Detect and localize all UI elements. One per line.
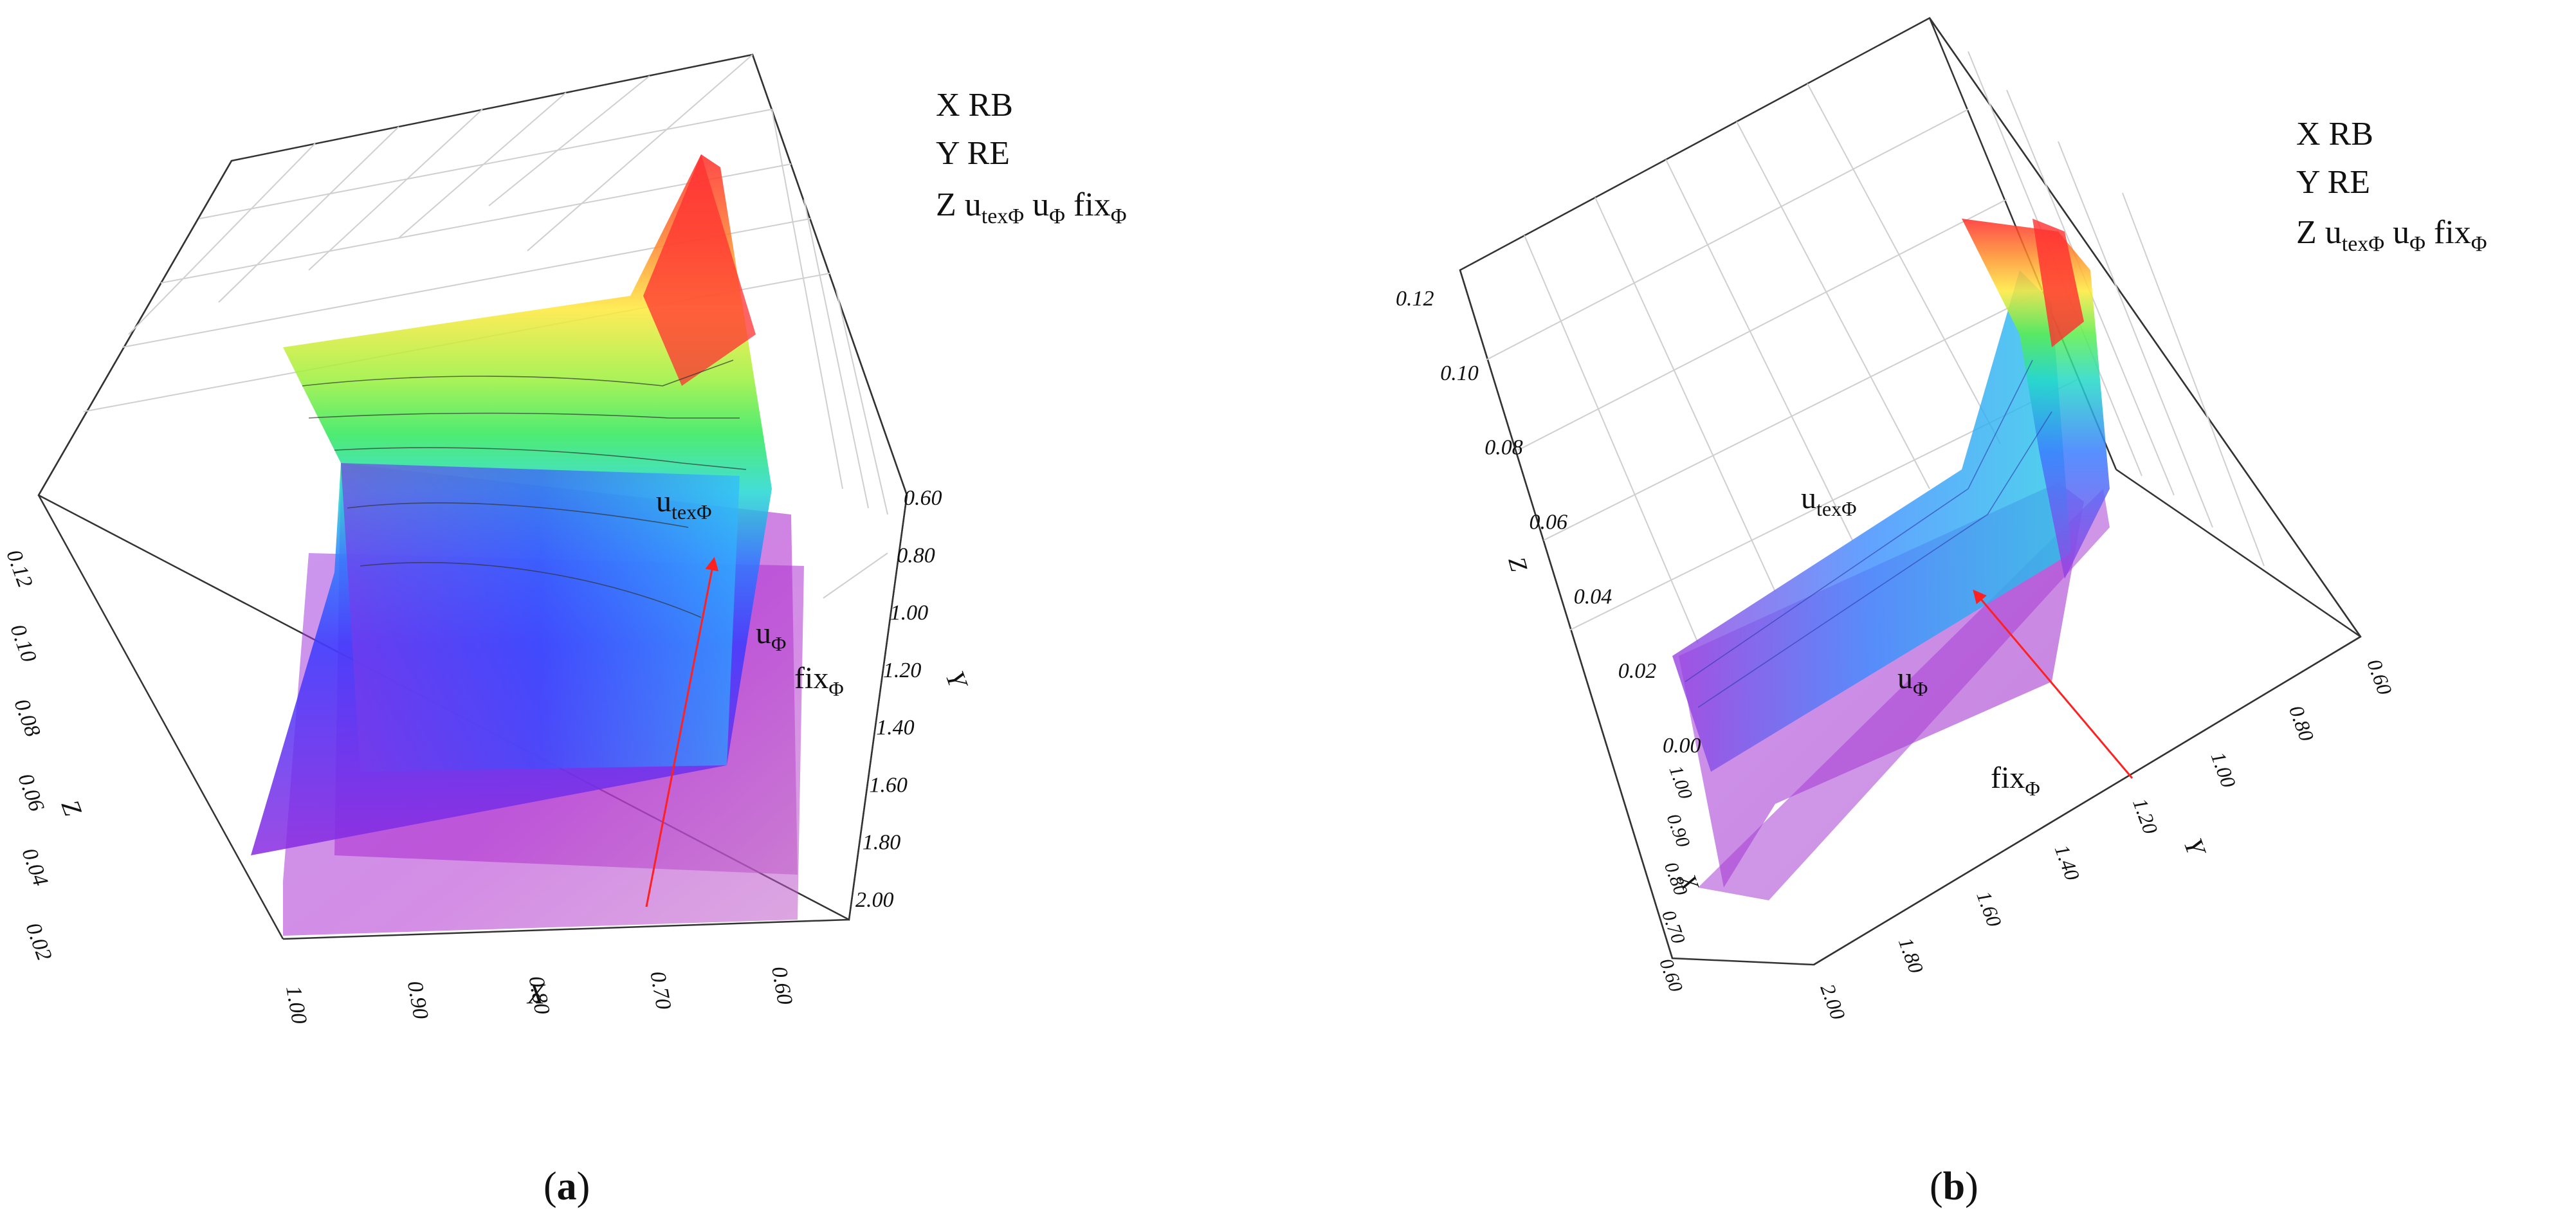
panel-b-y-tick-0: 0.60 [2362,656,2397,698]
panel-b: 0.000.020.040.060.080.100.12Z1.000.900.8… [1396,17,2487,1208]
panel-a: 0.02 0.04 0.06 0.08 0.10 0.12 Z 0.60 0.80 1.00 1.2… [1,53,1127,1208]
panel-a-label-uphi: uΦ [756,616,786,655]
panel-a-z-tick-2: 0.06 [13,770,48,815]
panel-b-y-title: Y [2178,835,2212,862]
panel-a-y-tick-4: 1.40 [876,716,915,740]
panel-b-z-tick-4: 0.08 [1484,436,1523,460]
panel-b-legend: X RB Y RE Z utexΦ uΦ fixΦ [2296,116,2487,256]
panel-a-x-tick-3: 0.70 [645,969,675,1011]
panel-b-label-utex: utexΦ [1801,481,1856,520]
panel-a-z-tick-5: 0.12 [1,547,37,591]
panel-b-y-tick-1: 0.80 [2285,702,2319,744]
panel-b-z-tick-6: 0.12 [1396,287,1434,311]
panel-b-contours [1685,360,2052,708]
panel-a-surfaces [251,154,804,936]
panel-b-y-tick-3: 1.20 [2128,795,2162,837]
panel-b-y-tick-7: 2.00 [1816,981,1850,1023]
panel-b-z-title: Z [1503,554,1532,574]
panel-b-y-tick-4: 1.40 [2051,842,2085,884]
panel-a-x-title: X [526,978,546,1010]
panel-a-z-tick-4: 0.10 [5,621,41,666]
panel-a-z-tick-1: 0.04 [17,845,52,889]
panel-b-legend-x: X RB [2296,116,2373,152]
panel-a-y-tick-5: 1.60 [869,773,908,797]
panel-a-x-tick-4: 0.60 [767,965,797,1006]
panel-a-z-title: Z [56,796,88,820]
panel-a-legend-z: Z utexΦ uΦ fixΦ [936,187,1127,228]
panel-a-x-tick-1: 0.90 [403,979,433,1021]
panel-a-y-tick-3: 1.20 [883,659,922,682]
panel-b-caption: (b) [1930,1165,1978,1208]
panel-b-surface-utex [1672,270,2071,772]
panel-b-z-tick-2: 0.04 [1574,585,1612,608]
panel-a-surface-peak [643,154,756,386]
panel-b-legend-z: Z utexΦ uΦ fixΦ [2296,214,2487,256]
panel-a-surface-utex-blue [341,463,740,772]
panel-a-contours [302,360,747,618]
panel-a-label-fix: fixΦ [794,661,844,700]
panel-b-arrow [1973,589,2133,779]
panel-b-surface-peak [2032,219,2084,347]
panel-a-grid [83,54,888,599]
panel-b-legend-y: Y RE [2296,164,2370,201]
panel-b-y-tick-5: 1.60 [1972,888,2006,930]
panel-a-caption: (a) [544,1165,590,1208]
panel-a-legend-y: Y RE [936,135,1010,172]
panel-b-label-uphi: uΦ [1897,661,1928,700]
panel-a-z-tick-3: 0.08 [9,696,44,740]
panel-a-arrow [645,556,719,907]
panel-a-label-utex: utexΦ [656,484,711,523]
panel-b-surfaces [1672,219,2110,900]
panel-a-y-tick-6: 1.80 [863,831,901,855]
panel-a-y-tick-2: 1.00 [890,601,929,625]
panel-b-z-tick-0: 0.00 [1663,734,1701,758]
panel-a-x-tick-0: 1.00 [281,984,311,1026]
panel-b-z-tick-5: 0.10 [1440,361,1479,385]
panel-b-y-tick-2: 1.00 [2207,749,2241,790]
panel-a-y-tick-0: 0.60 [904,486,942,510]
panel-a-legend: X RB Y RE Z utexΦ uΦ fixΦ [936,87,1127,228]
panel-a-y-tick-1: 0.80 [897,543,935,567]
panel-a-y-title: Y [940,668,974,695]
panel-a-legend-x: X RB [936,87,1013,123]
panel-a-z-tick-0: 0.02 [21,920,56,964]
panel-b-z-tick-3: 0.06 [1530,511,1568,534]
panel-b-label-fix: fixΦ [1991,761,2040,800]
panel-b-x-tick-4: 0.60 [1655,956,1686,995]
panel-b-z-tick-1: 0.02 [1618,659,1657,683]
panel-b-y-tick-6: 1.80 [1894,934,1928,976]
panel-b-box [1459,17,2362,966]
panel-a-y-tick-7: 2.00 [855,888,894,912]
